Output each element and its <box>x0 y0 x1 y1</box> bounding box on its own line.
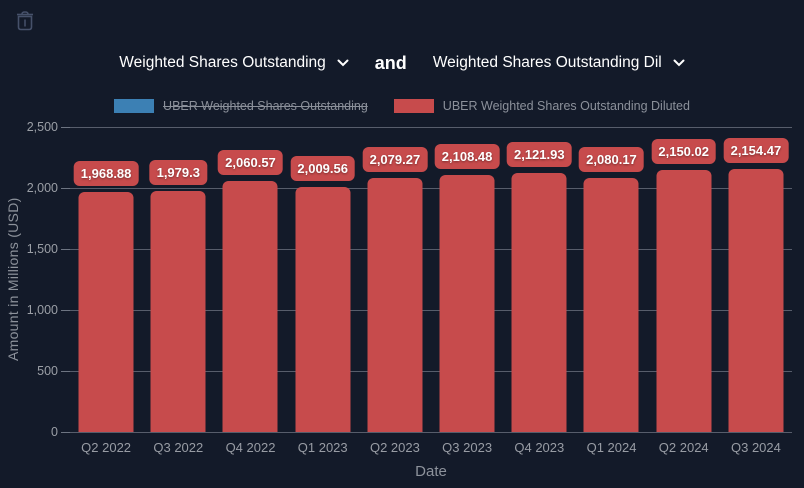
bar[interactable] <box>583 178 639 432</box>
x-tick-label: Q3 2023 <box>442 440 493 455</box>
x-tick-label: Q2 2023 <box>369 440 420 455</box>
bar-slot: 1,968.88 <box>70 127 142 432</box>
delete-chart-button[interactable] <box>12 8 38 36</box>
value-label-badge: 1,968.88 <box>73 160 139 186</box>
bar[interactable] <box>656 169 712 432</box>
metric1-dropdown-label: Weighted Shares Outstanding <box>119 54 326 71</box>
x-tick-label: Q2 2022 <box>81 440 132 455</box>
gridline <box>70 431 792 433</box>
legend-item[interactable]: UBER Weighted Shares Outstanding Diluted <box>393 99 690 113</box>
legend-label: UBER Weighted Shares Outstanding Diluted <box>442 99 690 113</box>
chevron-down-icon <box>337 54 349 72</box>
value-label-badge: 2,108.48 <box>434 143 500 169</box>
bar-slot: 2,009.56 <box>287 127 359 432</box>
x-tick-label: Q1 2024 <box>586 440 637 455</box>
bar-slot: 2,060.57 <box>214 127 286 432</box>
metric2-dropdown-label: Weighted Shares Outstanding Dil <box>432 54 662 71</box>
value-label-badge: 2,060.57 <box>218 149 283 175</box>
bar-chart-plot-area: 1,968.88 1,979.3 2,060.57 2,009.56 2,079.27 2… <box>61 126 792 433</box>
legend-item[interactable]: UBER Weighted Shares Outstanding <box>114 99 368 113</box>
value-label-badge: 2,079.27 <box>362 147 428 173</box>
y-tick-mark <box>61 187 70 189</box>
y-tick-label: 2,500 <box>26 120 58 134</box>
chart-legend: UBER Weighted Shares Outstanding UBER We… <box>0 99 804 113</box>
gridline <box>70 370 792 372</box>
y-tick-mark <box>61 248 70 250</box>
bar[interactable] <box>78 191 134 432</box>
bar-slot: 2,154.47 <box>720 127 792 432</box>
gridline <box>70 248 792 250</box>
value-label-badge: 2,150.02 <box>651 138 716 164</box>
value-label-badge: 2,154.47 <box>723 138 789 164</box>
bar[interactable] <box>150 190 206 432</box>
x-tick-label: Q3 2022 <box>153 440 204 455</box>
bar-slot: 1,979.3 <box>142 127 214 432</box>
bar[interactable] <box>728 169 784 432</box>
metric-selector-row: Weighted Shares Outstanding and Weighted… <box>0 50 804 76</box>
legend-label: UBER Weighted Shares Outstanding <box>163 99 368 113</box>
legend-swatch <box>114 99 155 113</box>
x-tick-label: Q4 2023 <box>514 440 565 455</box>
gridline <box>70 187 792 189</box>
x-axis-title: Date <box>415 463 447 480</box>
x-tick-label: Q2 2024 <box>658 440 709 455</box>
value-label-badge: 2,080.17 <box>579 147 644 173</box>
x-tick-label: Q3 2024 <box>730 440 781 455</box>
value-label-badge: 2,121.93 <box>506 142 572 168</box>
trash-icon <box>15 11 35 35</box>
x-axis-labels: Q2 2022 Q3 2022 Q4 2022 Q1 2023 Q2 2023 Q3 20… <box>70 440 792 456</box>
y-tick-label: 2,000 <box>26 181 58 195</box>
bar-slot: 2,108.48 <box>431 127 503 432</box>
bar-slot: 2,121.93 <box>503 127 575 432</box>
y-tick-mark <box>61 309 70 311</box>
y-tick-mark <box>61 431 70 433</box>
bar[interactable] <box>439 174 495 432</box>
y-tick-mark <box>61 126 70 128</box>
metric1-dropdown[interactable]: Weighted Shares Outstanding <box>117 50 351 76</box>
value-label-badge: 1,979.3 <box>149 159 207 185</box>
legend-swatch <box>393 99 434 113</box>
y-axis-labels: 0 500 1,000 1,500 2,000 2,500 <box>0 120 58 439</box>
metric2-dropdown[interactable]: Weighted Shares Outstanding Dil <box>431 50 687 76</box>
bar[interactable] <box>511 173 567 432</box>
y-tick-label: 500 <box>37 364 58 378</box>
value-label-badge: 2,009.56 <box>290 155 355 181</box>
bar[interactable] <box>367 178 423 432</box>
y-tick-mark <box>61 370 70 372</box>
y-tick-label: 0 <box>51 425 58 439</box>
connector-text: and <box>374 52 407 73</box>
y-tick-label: 1,000 <box>26 303 58 317</box>
bar[interactable] <box>222 180 278 432</box>
bar[interactable] <box>295 186 351 432</box>
x-tick-label: Q4 2022 <box>225 440 276 455</box>
gridline <box>70 309 792 311</box>
bar-slot: 2,080.17 <box>575 127 647 432</box>
bar-slot: 2,150.02 <box>648 127 720 432</box>
x-tick-label: Q1 2023 <box>297 440 348 455</box>
y-tick-label: 1,500 <box>26 242 58 256</box>
chevron-down-icon <box>673 54 685 72</box>
bar-slot: 2,079.27 <box>359 127 431 432</box>
gridline <box>70 126 792 128</box>
